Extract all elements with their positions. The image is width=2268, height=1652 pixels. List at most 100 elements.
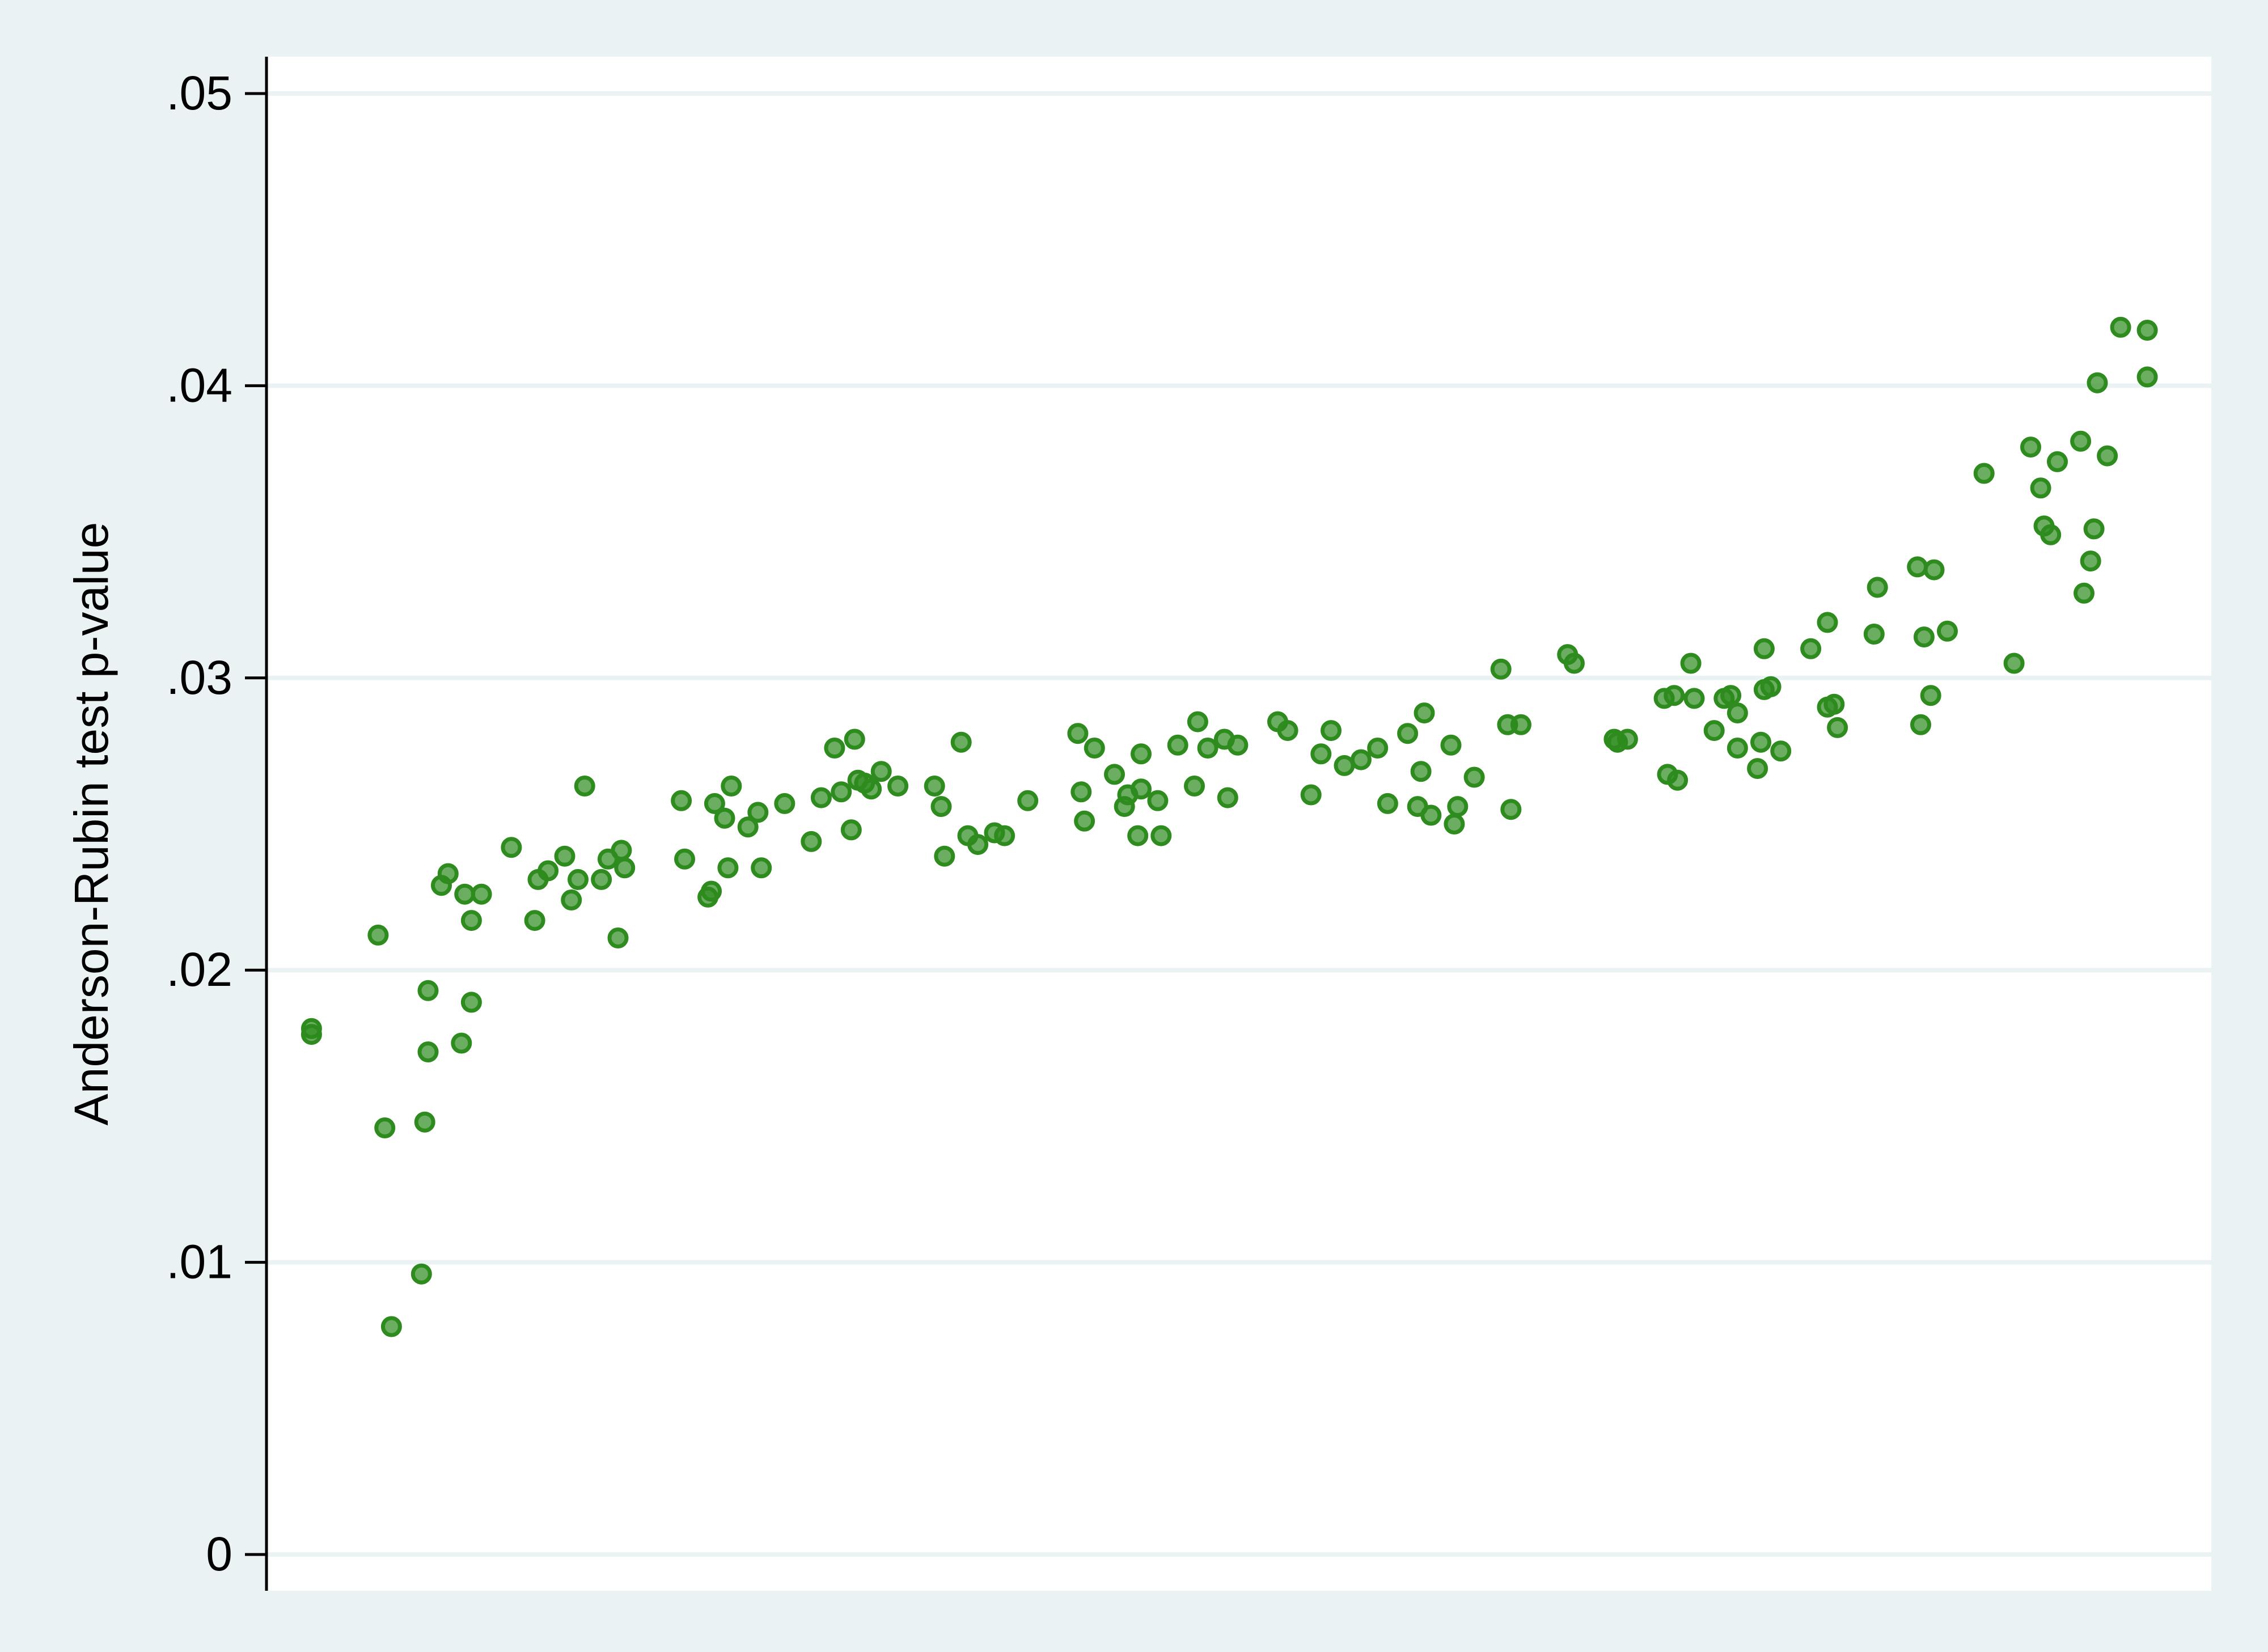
data-point [737,816,759,838]
data-point [1147,790,1169,811]
data-point [1867,577,1888,598]
data-point [1377,793,1398,814]
y-tick-label: .03 [166,651,232,704]
data-point [1447,796,1469,817]
data-point [1750,731,1771,753]
data-point [1197,738,1218,759]
data-point [2074,582,2094,604]
data-point [2136,366,2158,388]
data-point [671,790,692,811]
data-point [1680,653,1702,674]
data-point [2083,518,2105,540]
data-point [1067,723,1089,744]
data-point [887,776,909,797]
data-point [2070,430,2092,452]
data-point [454,883,476,905]
data-point [824,738,845,759]
data-points [301,316,2158,1337]
data-point [501,837,522,858]
data-point [2040,524,2062,545]
data-point [714,807,735,829]
data-point [1863,624,1885,645]
y-tick-label: .05 [166,66,232,120]
data-point [607,927,629,948]
data-point [1907,556,1928,578]
data-point [1923,559,1945,581]
data-point [1827,717,1848,738]
data-point [674,848,695,870]
data-point [1973,463,1995,484]
data-point [611,840,632,861]
data-point [1420,804,1442,826]
data-point [1074,810,1095,832]
data-point [2087,372,2108,393]
data-point [1913,626,1935,648]
data-point [1463,766,1485,788]
data-point [1727,738,1748,759]
data-point [774,793,796,814]
data-point [810,787,832,808]
data-point [417,980,439,1001]
data-point [451,1032,472,1054]
data-point [2003,653,2025,674]
data-point [1563,653,1585,674]
data-point [717,857,739,879]
data-point [1167,734,1188,756]
data-point [2080,550,2101,572]
data-point [1500,799,1522,820]
plot-area [266,57,2211,1591]
data-point [1131,778,1152,800]
data-point [1150,825,1172,846]
data-point [437,863,459,884]
y-tick-label: 0 [206,1527,232,1581]
data-point [1800,638,1822,659]
data-point [1310,743,1332,765]
data-point [2020,437,2041,458]
data-point [301,1024,322,1045]
data-point [1920,685,1941,706]
data-point [1490,658,1512,680]
data-point [411,1263,432,1285]
data-point [2047,451,2068,472]
y-axis-ticks: 0 .01 .02 .03 .04 .05 [166,66,266,1581]
data-point [1300,784,1322,806]
data-point [831,781,852,803]
data-point [701,880,722,902]
data-point [574,776,595,797]
data-point [934,845,955,867]
data-point [1367,738,1389,759]
data-point [840,819,862,841]
data-point [704,793,725,814]
data-point [1617,728,1638,750]
data-point [1184,776,1205,797]
data-point [1217,787,1238,808]
data-point [614,857,636,879]
data-point [591,869,612,890]
data-point [870,761,892,782]
data-point [1321,720,1342,742]
data-point [1770,740,1792,762]
data-point [2030,477,2051,499]
y-tick-label: .04 [166,358,232,412]
data-point [950,731,972,753]
data-point [554,845,576,867]
data-point [1444,814,1465,835]
data-point [1410,761,1432,782]
data-point [1910,714,1931,735]
data-point [1817,612,1838,633]
data-point [1937,620,1958,642]
data-point [2110,316,2131,338]
data-point [2136,320,2158,341]
data-point [1070,781,1092,803]
data-point [1667,769,1689,791]
data-point [1760,676,1782,697]
y-tick-label: .01 [166,1235,232,1289]
data-point [844,728,865,750]
data-point [367,924,389,946]
data-point [380,1316,402,1337]
data-point [2097,445,2118,467]
data-point [721,776,742,797]
data-point [1084,738,1105,759]
